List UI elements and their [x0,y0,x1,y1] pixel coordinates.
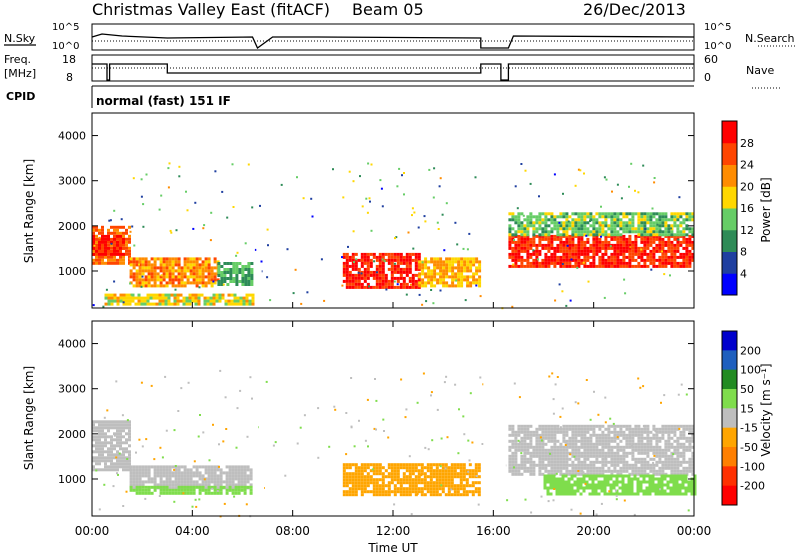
colorbar-tick-label: -15 [740,422,758,435]
velocity-colorbar: 200 100 50 15 -15 -50 -100 -200 [721,330,765,506]
data-region [508,424,695,476]
x-tick-label: 00:00 [75,524,110,538]
freq-tick-top: 18 [62,53,76,66]
data-region [508,234,695,268]
colorbar-swatch [722,164,737,187]
colorbar-swatch [722,251,737,274]
y-tick-label: 1000 [58,473,86,486]
nsearch-tick-top: 10^5 [704,22,731,33]
data-region [217,262,254,286]
colorbar-swatch [722,389,737,409]
data-region [92,420,131,472]
data-region [342,252,421,289]
power-y-axis: 1000 2000 3000 4000 [58,130,694,278]
colorbar-tick-label: -50 [740,441,758,454]
x-tick-label: 16:00 [476,524,511,538]
nsky-tick-top: 10^5 [52,22,79,33]
colorbar-tick-label: 4 [740,267,747,280]
data-region [129,257,220,288]
colorbar-tick-label: 20 [740,180,754,193]
nave-tick-bottom: 0 [704,71,711,84]
y-tick-label: 2000 [58,428,86,441]
velocity-colorbar-label: Velocity [m s⁻¹] [759,363,773,456]
y-tick-label: 3000 [58,383,86,396]
data-region [418,257,482,288]
colorbar-swatch [722,447,737,467]
nsky-label: N.Sky [4,32,36,45]
nsky-panel: N.Sky 10^5 10^0 N.Search 10^5 10^0 [4,22,795,52]
y-tick-label: 4000 [58,338,86,351]
colorbar-tick-label: 28 [740,137,754,150]
colorbar-swatch [722,369,737,390]
freq-label: Freq. [4,53,31,66]
nave-label: Nave [746,64,774,77]
colorbar-swatch [722,350,737,371]
colorbar-swatch [722,208,737,231]
colorbar-tick-label: -100 [740,460,765,473]
data-region [508,212,695,237]
data-region [104,293,255,306]
colorbar-swatch [722,427,737,448]
x-tick-label: 12:00 [376,524,411,538]
beam-label: Beam 05 [352,0,424,19]
station-title: Christmas Valley East (fitACF) [92,0,330,19]
data-region [92,234,125,256]
colorbar-swatch [722,331,737,351]
velocity-panel: 1000 2000 3000 4000 Slant Range [km] [22,320,697,518]
freq-series [92,63,694,81]
colorbar-swatch [722,121,737,144]
x-tick-label: 08:00 [275,524,310,538]
colorbar-swatch [722,485,737,506]
date-label: 26/Dec/2013 [583,0,686,19]
cpid-label: CPID [6,90,35,103]
colorbar-swatch [722,229,737,252]
colorbar-tick-label: 24 [740,159,754,172]
cpid-value: normal (fast) 151 IF [96,94,231,108]
x-axis: 00:00 04:00 08:00 12:00 16:00 20:00 00:00 [75,302,712,538]
nsky-tick-bottom: 10^0 [52,41,79,52]
y-tick-label: 2000 [58,220,86,233]
power-data [92,114,695,310]
colorbar-swatch [722,142,737,165]
colorbar-tick-label: 8 [740,246,747,259]
power-panel: 1000 2000 3000 4000 Slant Range [km] [22,112,695,310]
colorbar-tick-label: 12 [740,224,754,237]
colorbar-tick-label: 16 [740,202,754,215]
colorbar-tick-label: -200 [740,480,765,493]
velocity-data [92,322,697,518]
colorbar-tick-label: 50 [740,383,754,396]
data-region [342,463,481,497]
data-region [543,474,697,496]
x-tick-label: 04:00 [175,524,210,538]
velocity-ylabel: Slant Range [km] [22,366,36,470]
colorbar-tick-label: 200 [740,344,761,357]
velocity-y-axis: 1000 2000 3000 4000 [58,338,694,486]
data-region [129,485,253,495]
y-tick-label: 1000 [58,265,86,278]
nave-tick-top: 60 [704,53,718,66]
freq-unit: [MHz] [4,67,36,80]
freq-panel: Freq. [MHz] 18 8 Nave 60 0 [4,53,782,89]
power-colorbar: 4 8 12 16 20 24 28 [721,120,754,296]
y-tick-label: 4000 [58,130,86,143]
colorbar-tick-label: 100 [740,364,761,377]
colorbar-swatch [722,466,737,487]
nsearch-tick-bottom: 10^0 [704,41,731,52]
nsearch-label: N.Search [745,32,795,45]
power-ylabel: Slant Range [km] [22,159,36,263]
power-colorbar-label: Power [dB] [759,177,773,242]
colorbar-tick-label: 15 [740,402,754,415]
colorbar-swatch [722,273,737,296]
x-tick-label: 20:00 [576,524,611,538]
colorbar-swatch [722,186,737,209]
freq-tick-bottom: 8 [66,71,73,84]
nsky-series [91,33,695,49]
y-tick-label: 3000 [58,175,86,188]
colorbar-swatch [722,408,737,429]
x-axis-label: Time UT [367,541,418,554]
x-tick-label: 00:00 [677,524,712,538]
